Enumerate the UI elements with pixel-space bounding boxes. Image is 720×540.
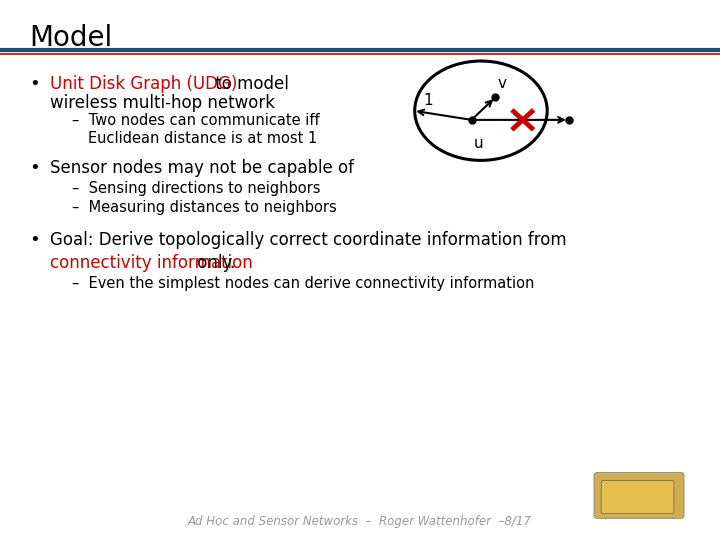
Text: Euclidean distance is at most 1: Euclidean distance is at most 1 [88, 131, 317, 146]
Text: Ad Hoc and Sensor Networks  –  Roger Wattenhofer  –8/17: Ad Hoc and Sensor Networks – Roger Watte… [188, 515, 532, 528]
Text: only.: only. [192, 254, 235, 272]
FancyBboxPatch shape [601, 481, 674, 514]
Text: Model: Model [29, 24, 112, 52]
Text: connectivity information: connectivity information [50, 254, 253, 272]
Text: 1: 1 [423, 93, 433, 109]
Text: Sensor nodes may not be capable of: Sensor nodes may not be capable of [50, 159, 354, 177]
Text: –  Measuring distances to neighbors: – Measuring distances to neighbors [72, 200, 337, 215]
Text: Goal: Derive topologically correct coordinate information from: Goal: Derive topologically correct coord… [50, 231, 567, 249]
Text: wireless multi-hop network: wireless multi-hop network [50, 94, 275, 112]
Text: u: u [474, 136, 483, 151]
Text: •: • [29, 75, 40, 92]
Text: –  Sensing directions to neighbors: – Sensing directions to neighbors [72, 181, 320, 196]
Text: •: • [29, 159, 40, 177]
Text: •: • [29, 231, 40, 249]
Text: to model: to model [210, 75, 289, 92]
FancyBboxPatch shape [594, 472, 684, 518]
Text: Unit Disk Graph (UDG): Unit Disk Graph (UDG) [50, 75, 238, 92]
Text: –  Even the simplest nodes can derive connectivity information: – Even the simplest nodes can derive con… [72, 276, 534, 292]
Text: v: v [498, 76, 507, 91]
Text: –  Two nodes can communicate iff: – Two nodes can communicate iff [72, 113, 320, 129]
